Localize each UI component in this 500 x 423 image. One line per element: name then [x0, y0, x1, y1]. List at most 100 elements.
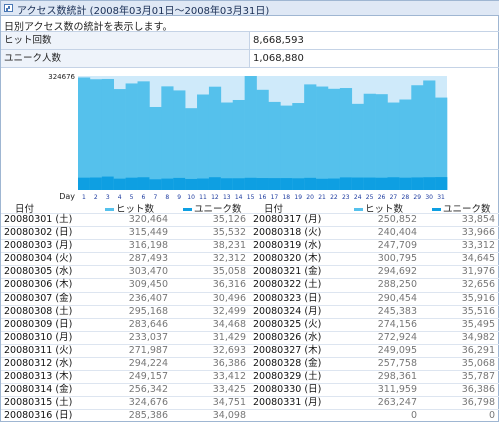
row-uniques: 34,982 [461, 331, 495, 343]
row-date: 20080322 (土) [253, 279, 322, 291]
uniques-bar [113, 178, 126, 190]
row-hits: 311,959 [377, 384, 417, 396]
uniques-bar [339, 177, 353, 190]
row-hits: 249,095 [377, 344, 417, 356]
uniques-bar [327, 178, 341, 190]
row-date: 20080304 (火) [4, 253, 73, 265]
x-tick-label: 23 [342, 194, 350, 201]
row-hits: 324,676 [128, 397, 168, 409]
table-row: 20080324 (月) 245,383 35,516 [250, 304, 499, 318]
row-uniques: 35,916 [461, 292, 495, 304]
hits-legend-swatch [354, 208, 363, 211]
uniques-bar [375, 177, 388, 190]
row-hits: 309,450 [128, 279, 168, 291]
x-tick-label: 26 [378, 194, 386, 201]
row-uniques: 35,516 [461, 305, 495, 317]
table-row: 20080302 (日) 315,449 35,532 [1, 226, 250, 239]
uniques-bar [173, 177, 186, 190]
uniques-bar [316, 178, 329, 190]
row-hits: 300,795 [377, 253, 417, 265]
table-row: 20080309 (日) 283,646 34,468 [1, 317, 250, 331]
table-row: 20080303 (月) 316,198 38,231 [1, 239, 250, 252]
y-max-label: 324676 [48, 73, 75, 81]
row-date: 20080310 (月) [4, 331, 73, 343]
header-hits-label: ヒット数 [116, 204, 155, 215]
table-row: 20080311 (火) 271,987 32,693 [1, 343, 250, 357]
hits-bar [185, 108, 198, 190]
hits-stat-row: ヒット回数 8,668,593 [1, 31, 499, 49]
row-hits: 240,404 [377, 227, 417, 239]
row-uniques: 36,386 [212, 358, 246, 370]
hits-bar [78, 77, 91, 190]
hits-bar [220, 102, 234, 190]
chart-icon [4, 4, 13, 12]
row-date: 20080325 (火) [253, 318, 322, 330]
row-date: 20080316 (日) [4, 410, 73, 422]
row-hits: 320,464 [128, 214, 168, 225]
x-tick-label: 3 [106, 194, 110, 201]
row-uniques: 33,966 [461, 227, 495, 239]
row-date: 20080306 (木) [4, 279, 73, 291]
row-hits: 316,198 [128, 240, 168, 252]
uniques-bar [197, 178, 210, 190]
row-uniques: 36,291 [461, 344, 495, 356]
row-date: 20080308 (土) [4, 305, 73, 317]
row-uniques: 32,312 [212, 253, 246, 265]
x-tick-label: 13 [223, 194, 231, 201]
row-date: 20080311 (火) [4, 344, 73, 356]
row-date: 20080317 (月) [253, 214, 322, 225]
row-uniques: 30,496 [212, 292, 246, 304]
row-uniques: 33,425 [212, 384, 246, 396]
uniques-bar [161, 178, 174, 190]
x-tick-label: 6 [142, 194, 146, 201]
row-uniques: 34,751 [212, 397, 246, 409]
x-tick-label: 2 [94, 194, 98, 201]
uniques-bar [149, 179, 162, 190]
x-tick-label: 20 [306, 194, 314, 201]
hits-bar [232, 99, 245, 190]
uniques-bar [89, 177, 103, 190]
x-tick-label: 25 [366, 194, 374, 201]
row-uniques: 36,316 [212, 279, 246, 291]
table-row: 20080305 (水) 303,470 35,058 [1, 265, 250, 278]
row-hits: 288,250 [377, 279, 417, 291]
hits-bar [387, 102, 400, 190]
table-right: 日付 ヒット数 ユニーク数 20080317 (月) 250,852 33,854 2… [250, 201, 499, 423]
uniques-label: ユニーク人数 [1, 50, 250, 67]
x-tick-label: 27 [390, 194, 398, 201]
row-date: 20080315 (土) [4, 397, 73, 409]
row-uniques: 34,645 [461, 253, 495, 265]
hits-bar [423, 80, 436, 190]
x-tick-label: 15 [247, 194, 255, 201]
x-tick-label: 29 [413, 194, 421, 201]
table-row: 20080304 (火) 287,493 32,312 [1, 252, 250, 265]
uniques-bar [208, 177, 222, 190]
table-row: 20080314 (金) 256,342 33,425 [1, 383, 250, 396]
row-uniques: 32,499 [212, 305, 246, 317]
row-uniques: 36,798 [461, 397, 495, 409]
table-row: 20080315 (土) 324,676 34,751 [1, 396, 250, 409]
hits-bar [327, 88, 341, 190]
header-hits-label: ヒット数 [365, 204, 404, 215]
hits-bar [292, 103, 305, 190]
row-uniques: 33,412 [212, 371, 246, 383]
hits-bar [399, 99, 412, 190]
x-tick-label: 21 [318, 194, 326, 201]
x-tick-label: 8 [165, 194, 169, 201]
header-uniques-label: ユニーク数 [443, 204, 491, 215]
uniques-bar [232, 178, 245, 190]
row-hits: 245,383 [377, 305, 417, 317]
table-row: 20080301 (土) 320,464 35,126 [1, 213, 250, 226]
table-row: 20080329 (土) 298,361 35,787 [250, 370, 499, 383]
uniques-bar [351, 177, 364, 190]
row-hits: 272,924 [377, 331, 417, 343]
table-row: 20080317 (月) 250,852 33,854 [250, 213, 499, 226]
hits-bar [101, 78, 115, 190]
row-hits: 294,692 [377, 266, 417, 278]
table-row: 20080312 (水) 294,224 36,386 [1, 357, 250, 370]
table-left: 日付 ヒット数 ユニーク数 20080301 (土) 320,464 35,126 2… [1, 201, 250, 423]
x-tick-label: 9 [177, 194, 181, 201]
uniques-bar [304, 177, 317, 190]
